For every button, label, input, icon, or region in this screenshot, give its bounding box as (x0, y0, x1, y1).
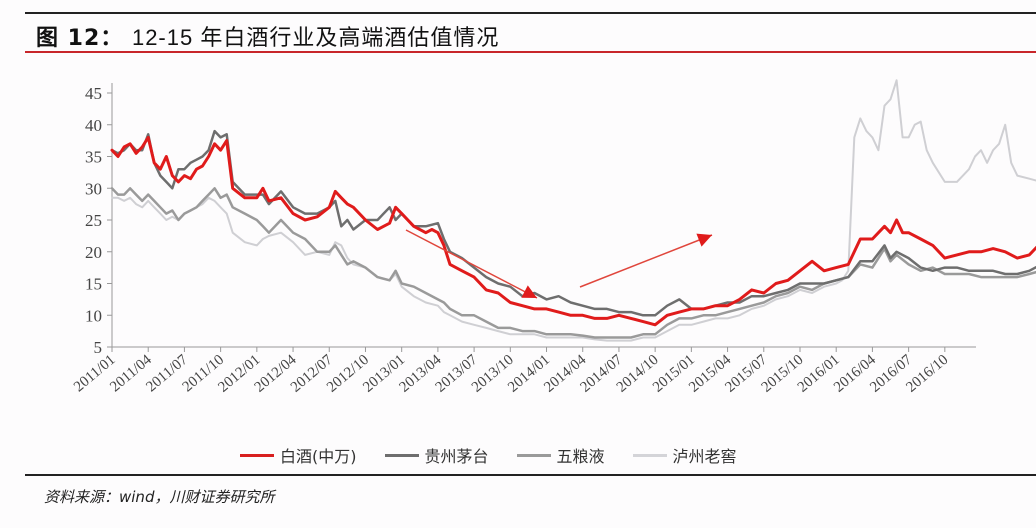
y-tick-label: 5 (94, 338, 103, 357)
trend-arrow-line (579, 234, 713, 288)
legend-swatch-icon (240, 453, 274, 457)
legend-item: 白酒(中万) (240, 443, 357, 467)
trend-arrow-line (405, 229, 538, 299)
legend-label: 五粮液 (556, 447, 605, 466)
y-tick-label: 45 (85, 84, 102, 103)
figure-title: 图 12： 12-15 年白酒行业及高端酒估值情况 (36, 20, 499, 52)
y-tick-label: 10 (85, 306, 102, 325)
y-tick-label: 30 (85, 179, 102, 198)
y-tick-label: 40 (85, 116, 102, 135)
legend-swatch-icon (516, 453, 551, 457)
y-tick-label: 35 (85, 148, 102, 167)
legend-label: 贵州茅台 (424, 447, 489, 466)
title-underline (25, 51, 1036, 53)
legend-item: 泸州老窖 (632, 443, 737, 467)
line-chart: 510152025303540452011/012011/042011/0720… (71, 79, 1036, 396)
series-line-2 (110, 187, 1036, 339)
figure-label: 图 12： (36, 26, 124, 51)
chart-legend: 白酒(中万) 贵州茅台 五粮液 泸州老窖 (240, 443, 765, 467)
arrowhead-icon (521, 285, 537, 298)
bottom-rule (25, 474, 1036, 476)
series-line-1 (110, 129, 1036, 317)
legend-swatch-icon (632, 453, 667, 457)
legend-swatch-icon (384, 453, 419, 457)
y-tick-label: 25 (85, 211, 102, 230)
y-tick-label: 15 (85, 275, 102, 294)
figure-title-text: 12-15 年白酒行业及高端酒估值情况 (131, 25, 500, 50)
series-line-0 (110, 135, 1036, 327)
legend-item: 五粮液 (516, 443, 605, 467)
arrowhead-icon (696, 233, 712, 247)
legend-label: 泸州老窖 (672, 447, 737, 466)
source-note: 资料来源：wind，川财证券研究所 (44, 488, 275, 506)
legend-item: 贵州茅台 (384, 443, 489, 467)
series-line-3 (111, 79, 1036, 342)
x-tick-label: 2016/10 (903, 352, 951, 396)
top-rule (25, 12, 1036, 14)
legend-label: 白酒(中万) (280, 447, 357, 466)
y-tick-label: 20 (85, 243, 102, 262)
